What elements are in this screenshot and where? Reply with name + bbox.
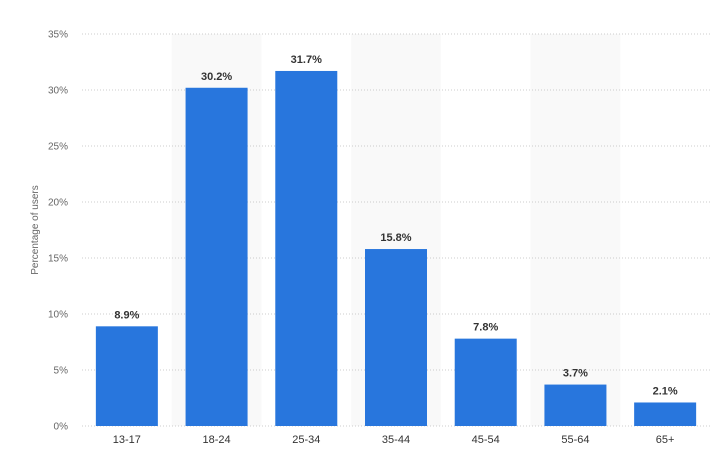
x-category-label: 55-64 (561, 434, 589, 446)
y-axis-ticks: 0% 5% 10% 15% 20% 25% 30% 35% (48, 30, 68, 433)
y-tick-label: 15% (48, 254, 68, 265)
x-category-label: 65+ (656, 434, 675, 446)
data-label-18-24: 30.2% (201, 71, 232, 83)
y-tick-label: 25% (48, 142, 68, 153)
y-tick-label: 0% (54, 422, 69, 433)
y-tick-label: 30% (48, 86, 68, 97)
y-axis-title: Percentage of users (30, 185, 41, 275)
data-label-55-64: 3.7% (563, 368, 588, 380)
bar-18-24 (185, 87, 248, 426)
bar-55-64 (544, 384, 607, 426)
x-category-label: 18-24 (203, 434, 231, 446)
x-category-label: 35-44 (382, 434, 410, 446)
data-label-13-17: 8.9% (114, 309, 139, 321)
y-tick-label: 20% (48, 198, 68, 209)
data-label-25-34: 31.7% (291, 54, 322, 66)
bar-35-44 (365, 249, 427, 426)
bar-13-17 (95, 326, 158, 426)
bars (95, 70, 697, 427)
column-band-5 (530, 34, 621, 426)
bar-45-54 (454, 338, 517, 426)
data-label-65+: 2.1% (653, 385, 678, 397)
y-tick-label: 35% (48, 30, 68, 41)
x-category-label: 13-17 (113, 434, 141, 446)
data-labels: 8.9% 30.2% 31.7% 15.8% 7.8% 3.7% 2.1% (114, 54, 678, 398)
y-tick-label: 5% (54, 366, 69, 377)
bar-65+ (634, 402, 697, 426)
y-tick-label: 10% (48, 310, 68, 321)
x-category-label: 45-54 (472, 434, 500, 446)
data-label-35-44: 15.8% (380, 232, 411, 244)
x-axis-categories: 13-17 18-24 25-34 35-44 45-54 55-64 65+ (113, 434, 675, 446)
bar-25-34 (275, 70, 338, 427)
x-category-label: 25-34 (292, 434, 320, 446)
data-label-45-54: 7.8% (473, 322, 498, 334)
